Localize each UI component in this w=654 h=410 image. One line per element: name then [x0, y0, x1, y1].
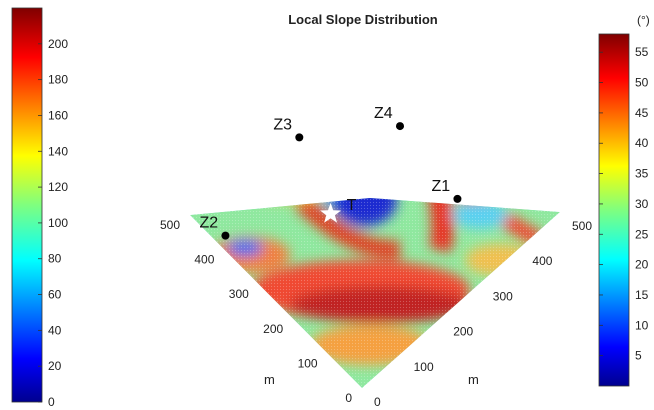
- colorbar-tick-label: 45: [635, 106, 649, 120]
- marker-dot: [396, 122, 404, 131]
- marker-dot: [453, 194, 462, 203]
- marker-label: T: [347, 197, 357, 214]
- x-tick-label: 400: [532, 254, 552, 268]
- y-tick-label: 200: [263, 322, 283, 336]
- marker-dot: [295, 133, 304, 142]
- colorbar-tick-label: 10: [635, 318, 649, 332]
- colorbar-tick-label: 60: [48, 288, 62, 302]
- chart-title: Local Slope Distribution: [288, 12, 438, 27]
- x-tick-label: 200: [453, 325, 473, 339]
- colorbar-tick-label: 0: [48, 395, 55, 409]
- marker-label: Z3: [273, 116, 292, 133]
- colorbar-tick-label: 20: [635, 258, 649, 272]
- right-colorbar: 5 10 15 20 25 30 35 40 45 50 55 (°): [598, 13, 650, 387]
- colorbar-tick-label: 30: [635, 197, 649, 211]
- y-axis-ticks: 0 100 200 300 400 500: [160, 218, 352, 405]
- colorbar-tick-label: 40: [48, 323, 62, 337]
- colorbar-tick-label: 140: [48, 144, 68, 158]
- x-tick-label: 0: [374, 395, 381, 409]
- y-tick-label: 0: [345, 391, 352, 405]
- x-tick-label: 100: [414, 360, 434, 374]
- x-tick-label: 300: [493, 289, 513, 303]
- marker-label: Z1: [431, 178, 450, 195]
- x-axis-ticks: 0 100 200 300 400 500: [374, 219, 592, 409]
- colorbar-tick-label: 180: [48, 73, 68, 87]
- colorbar-tick-label: 160: [48, 108, 68, 122]
- colorbar-tick-label: 120: [48, 180, 68, 194]
- marker-label: Z2: [199, 215, 218, 232]
- colorbar-tick-label: 50: [635, 76, 649, 90]
- x-axis-label: m: [468, 372, 479, 387]
- colorbar-tick-label: 25: [635, 227, 649, 241]
- marker-label: Z4: [374, 105, 393, 122]
- colorbar-tick-label: 80: [48, 252, 62, 266]
- colorbar-tick-label: 35: [635, 167, 649, 181]
- colorbar-tick-label: 5: [635, 349, 642, 363]
- colorbar-tick-label: 200: [48, 37, 68, 51]
- colorbar-tick-label: 20: [48, 359, 62, 373]
- right-colorbar-label: (°): [637, 13, 650, 27]
- slope-heatmap: [190, 198, 560, 388]
- y-tick-label: 500: [160, 218, 180, 232]
- markers: T Z1 Z2 Z3 Z4: [199, 105, 462, 240]
- marker-dot: [221, 231, 230, 240]
- colorbar-tick-label: 40: [635, 136, 649, 150]
- left-colorbar: 0 20 40 60 80 100 120 140 160 180 200: [11, 7, 68, 409]
- y-tick-label: 400: [194, 253, 214, 267]
- colorbar-tick-label: 100: [48, 216, 68, 230]
- colorbar-tick-label: 55: [635, 45, 649, 59]
- y-tick-label: 300: [229, 287, 249, 301]
- x-tick-label: 500: [572, 219, 592, 233]
- y-tick-label: 100: [298, 356, 318, 370]
- marker-star: [320, 202, 342, 223]
- y-axis-label: m: [264, 372, 275, 387]
- colorbar-tick-label: 15: [635, 288, 649, 302]
